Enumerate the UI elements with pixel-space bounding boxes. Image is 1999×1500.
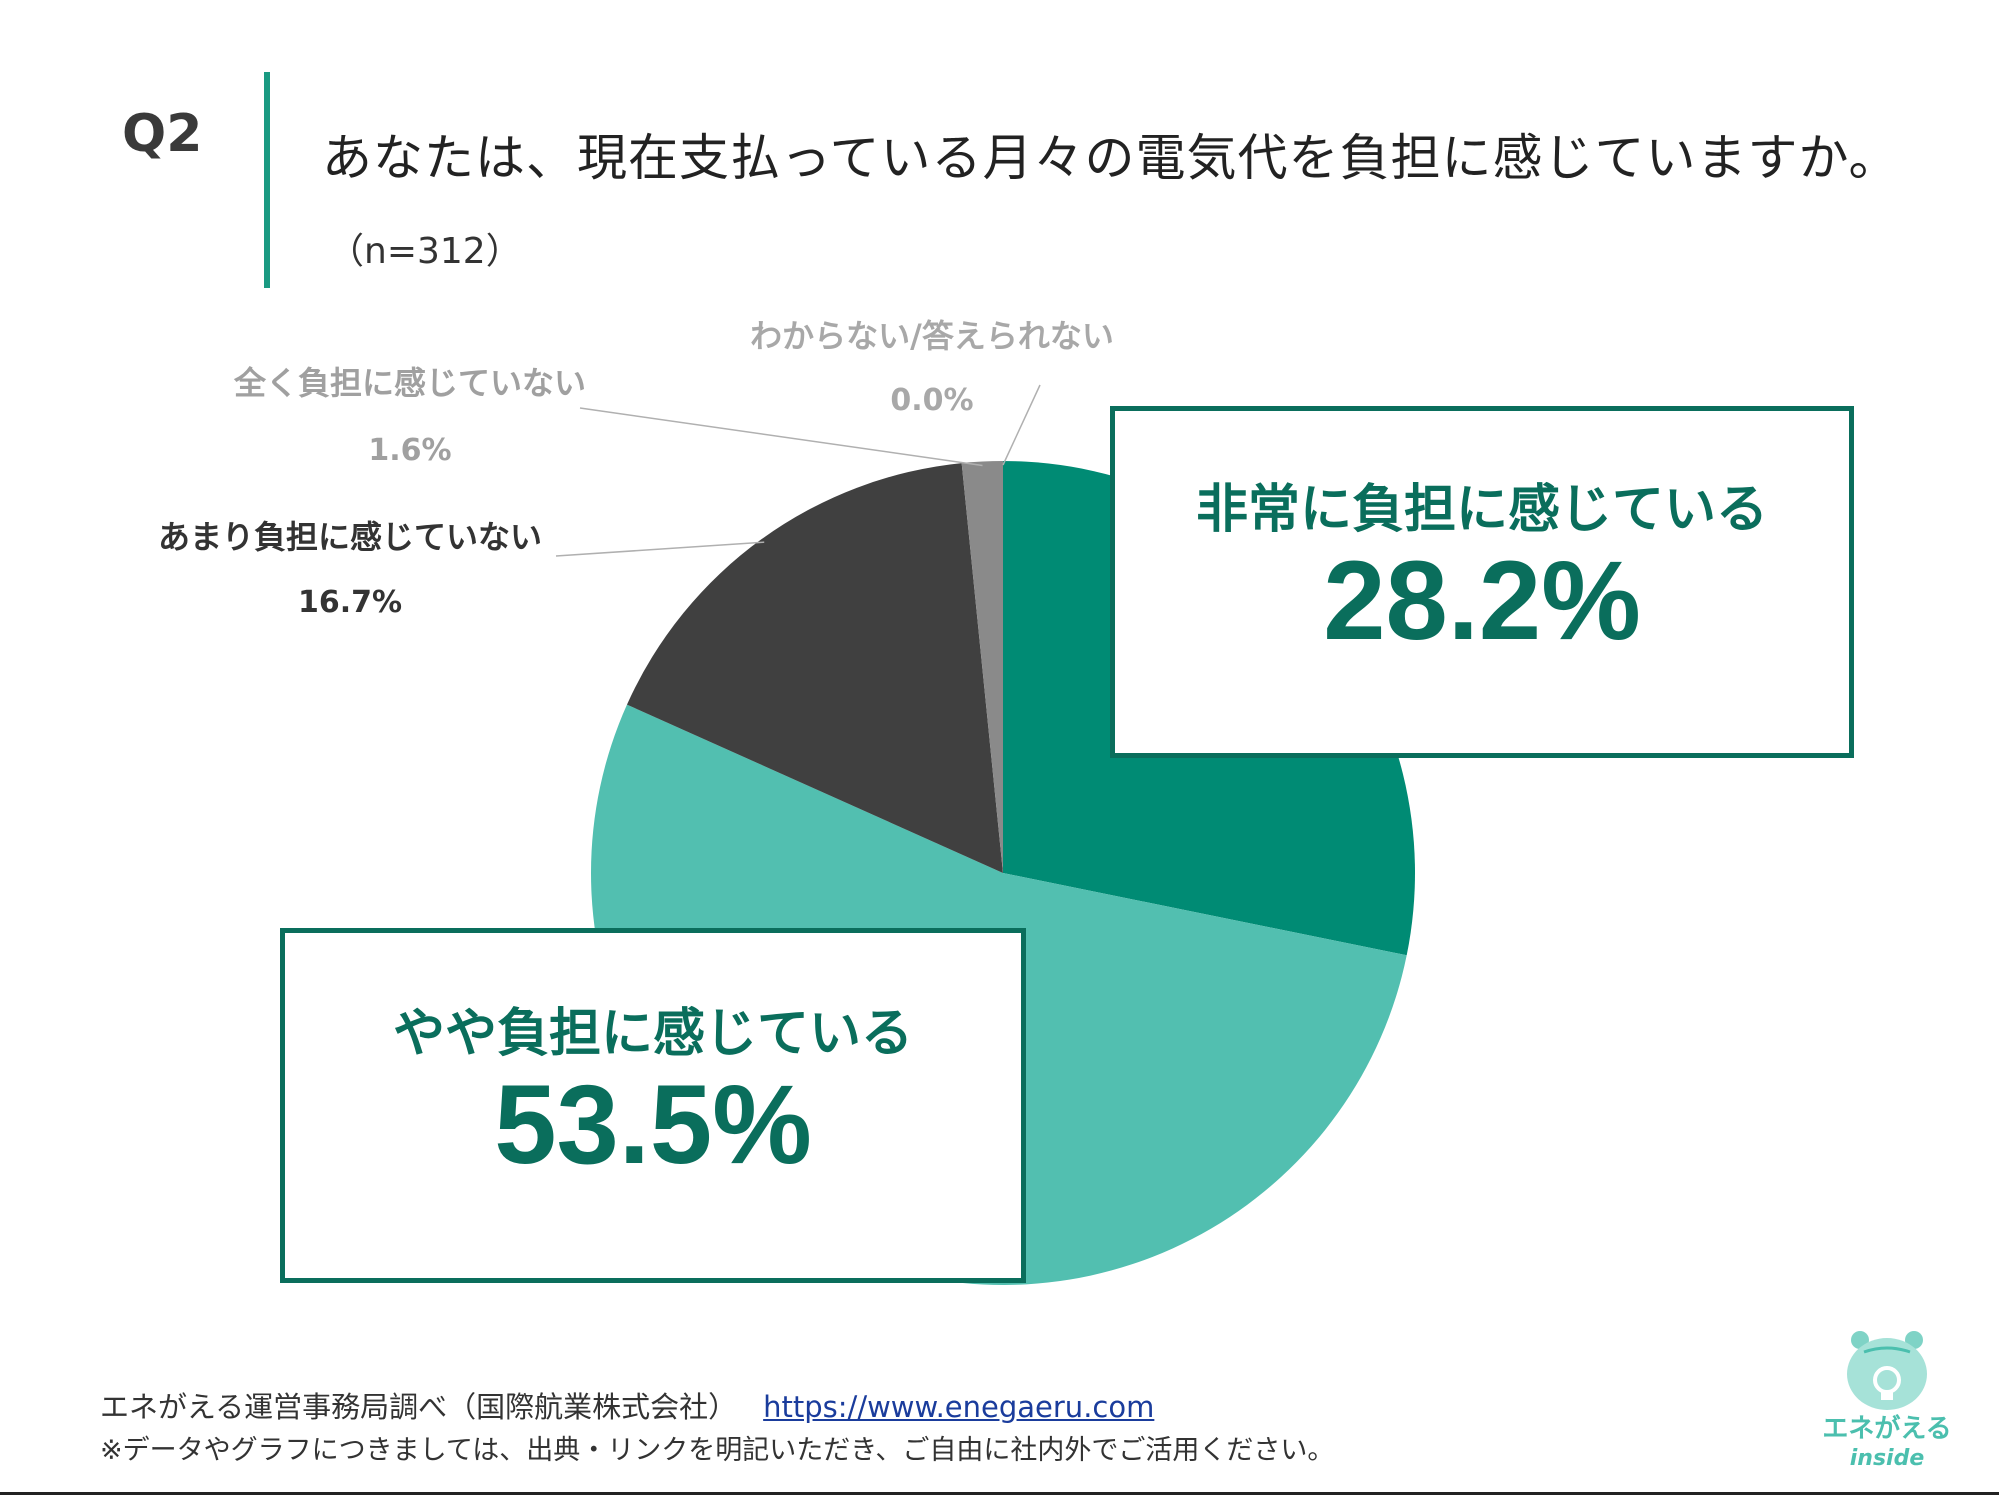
slice-value-not-at-all-burdened: 1.6% (368, 433, 451, 468)
frog-lightbulb-icon (1847, 1331, 1927, 1410)
callout-somewhat-burdened-label: やや負担に感じている (392, 1004, 913, 1064)
callout-very-burdened-label: 非常に負担に感じている (1195, 480, 1768, 540)
footer-source-text: エネがえる運営事務局調べ（国際航業株式会社） (100, 1390, 738, 1424)
pie-slice-not-at-all-burdened (961, 461, 1003, 873)
callout-very-burdened-value: 28.2% (1323, 538, 1641, 663)
logo-name: エネがえる (1822, 1414, 1952, 1444)
footer-note: ※データやグラフにつきましては、出典・リンクを明記いただき、ご自由に社内外でご活… (100, 1435, 1335, 1466)
leader-line-not-at-all-burdened (579, 407, 983, 467)
sample-size: （n=312） (328, 231, 522, 272)
leader-line-not-very-burdened (555, 541, 765, 557)
footer-source: エネがえる運営事務局調べ（国際航業株式会社） https://www.enegae… (100, 1384, 1154, 1426)
source-link[interactable]: https://www.enegaeru.com (763, 1390, 1155, 1424)
slice-label-dont-know: わからない/答えられない (750, 317, 1114, 355)
logo-sub: inside (1849, 1446, 1925, 1471)
question-number: Q2 (122, 104, 203, 164)
leader-line-dont-know (1002, 384, 1041, 466)
header-divider (264, 72, 270, 288)
pie-slice-not-very-burdened (626, 463, 1003, 873)
page-title: あなたは、現在支払っている月々の電気代を負担に感じていますか。 (322, 129, 1900, 187)
bottom-divider (0, 1492, 1999, 1495)
callout-somewhat-burdened-value: 53.5% (494, 1062, 812, 1187)
slice-label-not-very-burdened: あまり負担に感じていない (158, 518, 542, 556)
slice-label-not-at-all-burdened: 全く負担に感じていない (233, 364, 586, 402)
slice-value-not-very-burdened: 16.7% (298, 585, 402, 620)
slice-value-dont-know: 0.0% (890, 383, 973, 418)
callout-very-burdened: 非常に負担に感じている 28.2% (1110, 406, 1854, 758)
callout-somewhat-burdened: やや負担に感じている 53.5% (280, 928, 1026, 1283)
